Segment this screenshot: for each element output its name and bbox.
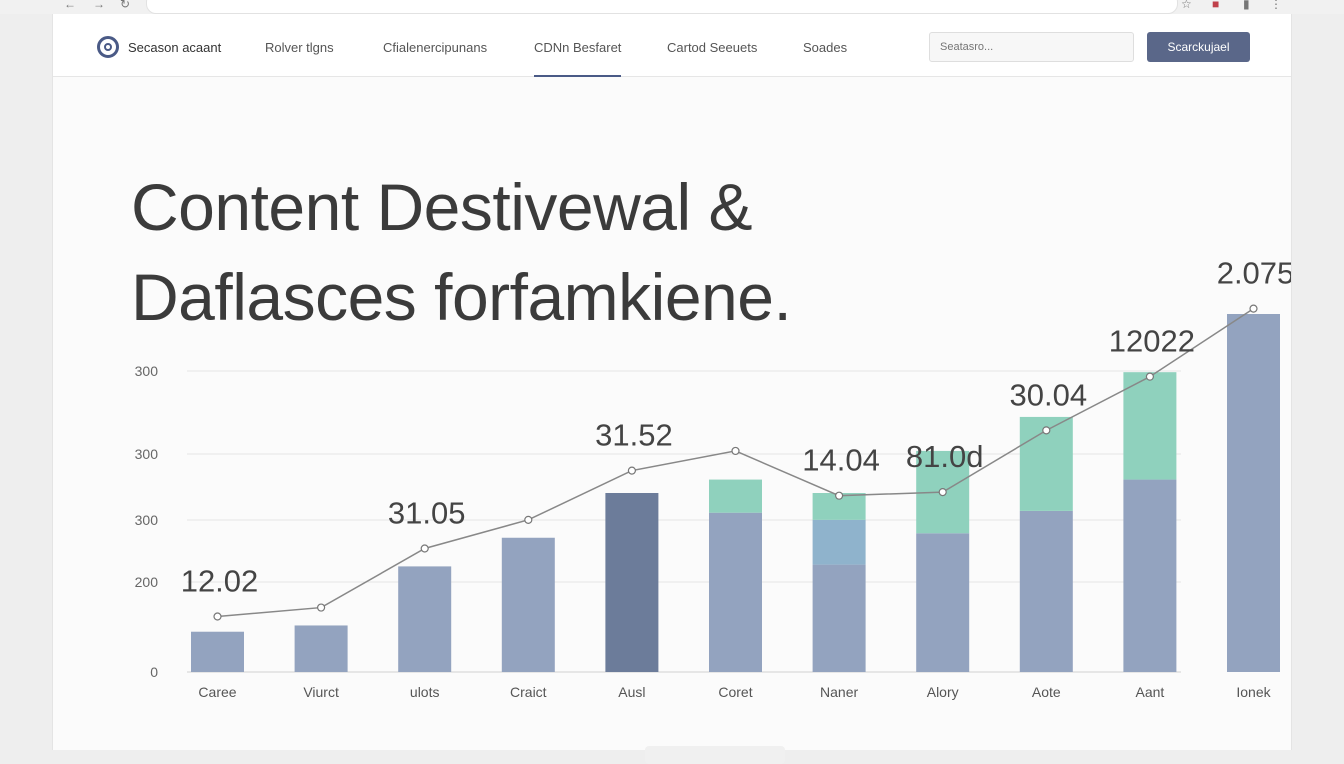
bar <box>916 533 970 672</box>
bar-line-chart: 0 200 300 300 300 Caree Viurct ulots Craict Ausl… <box>135 256 1291 700</box>
nav-link-4[interactable]: Cartod Seeuets <box>667 40 758 55</box>
footer-tag <box>645 746 785 764</box>
reload-icon[interactable]: ↻ <box>120 0 131 11</box>
x-tick-label: Viurct <box>303 684 339 700</box>
bar <box>605 493 659 672</box>
address-bar[interactable] <box>146 0 1178 14</box>
forward-icon[interactable]: → <box>93 0 105 11</box>
trend-point <box>524 515 533 524</box>
nav-link-1[interactable]: Rolver tlgns <box>265 40 334 55</box>
data-label: 12.02 <box>181 564 259 599</box>
y-tick-label: 200 <box>135 574 159 590</box>
title-line-1: Content Destivewal & <box>131 170 752 244</box>
trend-point <box>1249 304 1258 313</box>
title-line-2: Daflasces forfamkiene. <box>131 260 792 335</box>
data-label: 31.05 <box>388 495 466 530</box>
x-tick-label: Aote <box>1032 684 1061 700</box>
logo-icon[interactable] <box>97 36 119 58</box>
x-tick-label: Ausl <box>618 684 645 700</box>
trend-point <box>834 491 844 500</box>
back-icon[interactable]: ← <box>64 0 76 11</box>
browser-toolbar: ← → ↻ ☆ ■ ▮ ⋮ <box>0 0 1344 14</box>
nav-link-3[interactable]: CDNn Besfaret <box>534 40 622 77</box>
x-tick-label: Naner <box>820 684 858 700</box>
bar <box>812 564 866 672</box>
trend-point <box>317 603 326 612</box>
trend-point <box>627 466 637 475</box>
y-tick-label: 300 <box>135 363 159 379</box>
bar <box>294 625 348 672</box>
trend-point <box>731 446 740 456</box>
search-button[interactable]: Scarckujael <box>1147 32 1250 62</box>
nav-link-2[interactable]: Cfialenercipunans <box>383 40 488 55</box>
data-label: 2.075 <box>1217 256 1291 291</box>
bar <box>1123 372 1177 480</box>
trend-point <box>420 544 429 553</box>
x-tick-label: Aant <box>1135 684 1164 700</box>
x-tick-label: Craict <box>510 684 547 700</box>
x-tick-label: Caree <box>198 684 236 700</box>
bar <box>398 566 452 672</box>
nav-link-5[interactable]: Soades <box>803 40 848 55</box>
page-title: Content Destivewal & Daflasces forfamkie… <box>131 162 1031 343</box>
search-input[interactable] <box>929 32 1134 62</box>
y-tick-label: 300 <box>135 446 159 462</box>
bar <box>1123 479 1177 672</box>
y-tick-label: 0 <box>150 664 158 680</box>
bar <box>501 537 555 672</box>
x-tick-label: Ionek <box>1236 684 1271 700</box>
x-tick-label: Coret <box>718 684 752 700</box>
x-tick-label: ulots <box>410 684 440 700</box>
x-tick-label: Alory <box>927 684 959 700</box>
data-label: 12022 <box>1109 324 1195 359</box>
bar <box>812 519 866 565</box>
y-tick-label: 300 <box>135 512 159 528</box>
bar <box>1227 314 1280 672</box>
trend-point <box>1145 372 1155 381</box>
data-label: 81.0d <box>906 439 984 474</box>
bar <box>709 479 762 513</box>
trend-point <box>938 488 947 497</box>
star-icon[interactable]: ☆ <box>1181 0 1192 11</box>
menu-icon[interactable]: ▮ <box>1243 0 1250 11</box>
data-label: 30.04 <box>1010 377 1088 412</box>
brand-name[interactable]: Secason acaant <box>128 40 222 55</box>
bar <box>709 512 762 672</box>
trend-point <box>213 612 222 621</box>
bar <box>1019 510 1073 672</box>
extension-icon[interactable]: ■ <box>1212 0 1220 11</box>
page: Secason acaant Rolver tlgns Cfialenercip… <box>52 14 1292 764</box>
more-icon[interactable]: ⋮ <box>1270 0 1282 11</box>
trend-point <box>1042 426 1051 435</box>
bar <box>191 631 244 672</box>
data-label: 14.04 <box>802 443 880 478</box>
top-navigation: Secason acaant Rolver tlgns Cfialenercip… <box>53 14 1291 77</box>
data-label: 31.52 <box>595 418 673 453</box>
